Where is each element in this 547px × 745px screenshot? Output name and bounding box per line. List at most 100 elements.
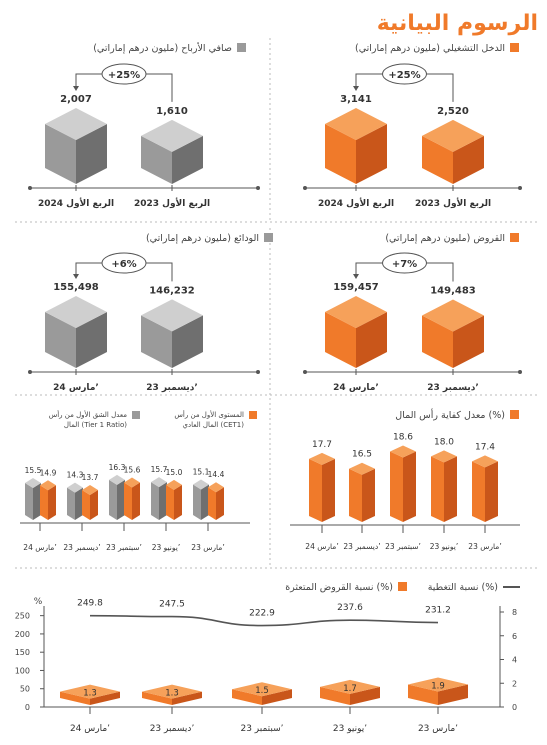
bar-npl-right-face bbox=[90, 691, 120, 705]
bar-cube-right-face bbox=[172, 315, 203, 368]
legend-swatch-orange bbox=[398, 582, 407, 591]
bar-tier1-top-face bbox=[109, 474, 125, 485]
bar-cube bbox=[325, 296, 387, 368]
bar-cet1 bbox=[166, 479, 182, 520]
bar-npl-left-face bbox=[142, 691, 172, 705]
legend-swatch-orange bbox=[249, 411, 257, 419]
bar-cube bbox=[325, 108, 387, 184]
bar-npl-right-face bbox=[438, 684, 468, 705]
bar-npl bbox=[320, 679, 380, 705]
x-tick-label: ديسمبر 23’ bbox=[63, 543, 100, 552]
change-connector bbox=[146, 73, 173, 102]
bar-cube-top-face bbox=[422, 299, 484, 332]
data-label: 3,141 bbox=[340, 94, 372, 105]
bar-car-left-face bbox=[309, 458, 322, 522]
bar-cube-left-face bbox=[45, 124, 76, 184]
bar-cet1-right-face bbox=[90, 489, 98, 520]
bar-npl bbox=[408, 677, 468, 705]
legend-swatch-gray bbox=[237, 43, 246, 52]
axis-end-dot bbox=[28, 186, 32, 190]
bar-cube-left-face bbox=[422, 315, 453, 368]
data-label-coverage: 222.9 bbox=[249, 609, 275, 619]
right-axis-tick-label: 0 bbox=[512, 703, 517, 712]
panel-title: الدخل التشغيلي (مليون درهم إماراتي) bbox=[355, 43, 505, 54]
bar-npl bbox=[232, 682, 292, 705]
bar-cet1-left-face bbox=[82, 489, 90, 520]
bar-car-left-face bbox=[390, 451, 403, 522]
data-label-npl: 1.7 bbox=[343, 684, 357, 694]
bar-car-right-face bbox=[322, 458, 335, 522]
bar-car bbox=[349, 462, 375, 522]
bar-car-top-face bbox=[309, 452, 335, 465]
x-tick-label: مارس 24’ bbox=[23, 543, 56, 552]
bar-car bbox=[390, 445, 416, 522]
legend-swatch-orange bbox=[510, 410, 519, 419]
x-tick-label: سبتمبر 23’ bbox=[106, 543, 142, 552]
x-tick-label: ديسمبر 23’ bbox=[150, 724, 195, 734]
bar-cet1-left-face bbox=[208, 487, 216, 520]
panel-title: الودائع (مليون درهم إماراتي) bbox=[146, 233, 259, 244]
bar-cet1-top-face bbox=[40, 480, 56, 491]
bar-cube-top-face bbox=[141, 299, 203, 332]
bar-cube-right-face bbox=[356, 312, 387, 368]
data-label-tier1: 15.7 bbox=[151, 465, 168, 474]
panel-deposits: الودائع (مليون درهم إماراتي) 155,498 مارس… bbox=[28, 233, 273, 393]
bar-npl-right-face bbox=[172, 691, 202, 705]
data-label: 2,520 bbox=[437, 106, 469, 117]
left-axis-tick-label: 100 bbox=[15, 666, 30, 675]
bar-car-left-face bbox=[431, 456, 444, 522]
bar-cube-top-face bbox=[45, 108, 107, 140]
bar-cet1-top-face bbox=[166, 479, 182, 490]
x-tick-label: سبتمبر 23’ bbox=[240, 724, 283, 734]
bar-cet1-top-face bbox=[208, 482, 224, 493]
bar-tier1 bbox=[25, 477, 41, 520]
data-label: 146,232 bbox=[149, 285, 195, 296]
bar-tier1-top-face bbox=[25, 477, 41, 488]
bar-cube-top-face bbox=[325, 296, 387, 328]
bar-car bbox=[472, 455, 498, 522]
data-label-npl: 1.3 bbox=[165, 689, 179, 699]
bar-tier1 bbox=[109, 474, 125, 520]
change-percent: +6% bbox=[111, 259, 136, 270]
bar-tier1-top-face bbox=[151, 477, 167, 488]
bar-car-top-face bbox=[431, 450, 457, 463]
bar-cet1-right-face bbox=[174, 484, 182, 520]
bar-npl-left-face bbox=[232, 689, 262, 705]
bar-cube-right-face bbox=[76, 312, 107, 368]
bar-npl-right-face bbox=[350, 686, 380, 705]
bar-tier1-left-face bbox=[193, 484, 201, 520]
panel-title: معدل كفاية رأس المال (%) bbox=[395, 408, 505, 421]
right-axis-tick-label: 2 bbox=[512, 679, 517, 688]
change-percent: +25% bbox=[388, 70, 420, 81]
bar-cube-right-face bbox=[453, 315, 484, 368]
axis-end-dot bbox=[303, 370, 307, 374]
panel-operating-income: الدخل التشغيلي (مليون درهم إماراتي) 3,14… bbox=[303, 43, 522, 209]
bar-cet1 bbox=[40, 480, 56, 520]
data-label: 18.6 bbox=[393, 432, 413, 442]
bar-cet1 bbox=[208, 482, 224, 520]
x-tick-label: مارس 23’ bbox=[191, 543, 224, 552]
bar-cube-right-face bbox=[76, 124, 107, 184]
change-bubble bbox=[101, 252, 147, 274]
bar-tier1-top-face bbox=[193, 479, 209, 490]
legend-swatch-orange bbox=[510, 233, 519, 242]
data-label-cet1: 14.9 bbox=[40, 468, 57, 477]
bar-cube-left-face bbox=[45, 312, 76, 368]
bar-npl-top-face bbox=[60, 684, 120, 699]
data-label-cet1: 13.7 bbox=[82, 473, 99, 482]
data-label-coverage: 237.6 bbox=[337, 603, 363, 613]
right-axis-tick-label: 8 bbox=[512, 608, 517, 617]
bar-npl-top-face bbox=[408, 677, 468, 692]
bar-cube bbox=[422, 299, 484, 368]
bar-car-right-face bbox=[403, 451, 416, 522]
bar-npl-top-face bbox=[232, 682, 292, 697]
x-tick-label: يونيو 23’ bbox=[152, 543, 181, 552]
bar-tier1-left-face bbox=[67, 487, 75, 520]
data-label-coverage: 249.8 bbox=[77, 599, 103, 609]
left-axis-tick-label: 250 bbox=[15, 612, 30, 621]
x-tick-label: الربع الأول 2024 bbox=[38, 197, 114, 209]
x-tick-label: مارس 24’ bbox=[70, 724, 110, 734]
bar-npl-top-face bbox=[142, 684, 202, 699]
axis-end-dot bbox=[518, 186, 522, 190]
bar-cube bbox=[45, 108, 107, 184]
